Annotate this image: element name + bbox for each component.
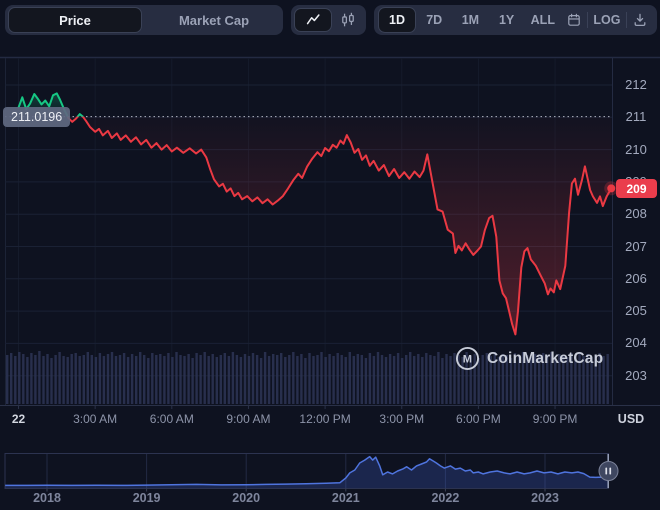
- year-axis-label: 2021: [331, 491, 360, 505]
- range-toolbar: 1D 7D 1M 1Y ALL LOG: [374, 5, 657, 35]
- time-axis-label: 9:00 PM: [532, 412, 578, 426]
- download-button[interactable]: [627, 8, 653, 32]
- range-button-7d[interactable]: 7D: [426, 13, 443, 27]
- price-axis-label: 204: [625, 335, 647, 351]
- time-axis-label: 3:00 PM: [379, 412, 425, 426]
- year-axis-label: 2018: [33, 491, 61, 505]
- currency-label: USD: [617, 412, 645, 426]
- candlestick-icon: [339, 11, 357, 29]
- metric-toggle-label: Price: [59, 12, 91, 28]
- range-button-1d[interactable]: 1D: [378, 7, 416, 33]
- price-axis-label: 206: [625, 270, 647, 286]
- current-price-badge: 209: [616, 179, 657, 198]
- time-axis-label: 12:00 PM: [299, 412, 351, 426]
- coinmarketcap-watermark: M CoinMarketCap: [455, 346, 603, 371]
- price-axis-label: 205: [625, 303, 647, 319]
- year-axis-label: 2020: [232, 491, 261, 505]
- handle-grip-icon: [609, 467, 612, 475]
- price-axis-label: 212: [625, 77, 647, 92]
- line-chart-icon: [304, 11, 322, 29]
- coinmarketcap-logo-icon: M: [455, 346, 480, 371]
- price-axis-label: 208: [625, 206, 647, 222]
- toolbar-divider: [587, 12, 589, 28]
- history-navigator[interactable]: [4, 453, 619, 492]
- year-axis-label: 2023: [531, 491, 559, 505]
- candlestick-chart-button[interactable]: [335, 8, 361, 32]
- time-axis-label: 6:00 AM: [149, 412, 194, 426]
- metric-toggle-price[interactable]: Price: [8, 7, 142, 33]
- open-price-label: 211.0196: [3, 107, 71, 127]
- metric-toggle-market-cap[interactable]: Market Cap: [148, 8, 280, 32]
- chart-type-toggle-group: [291, 5, 366, 35]
- range-button-1m[interactable]: 1M: [461, 13, 480, 27]
- range-button-1y[interactable]: 1Y: [498, 13, 515, 27]
- calendar-button[interactable]: [561, 8, 587, 32]
- line-chart-button[interactable]: [294, 8, 332, 32]
- time-axis-label: 22: [11, 412, 26, 426]
- watermark-text: CoinMarketCap: [487, 349, 604, 367]
- navigator-area-fill: [5, 456, 608, 488]
- year-axis-label: 2019: [132, 491, 161, 505]
- download-icon: [632, 12, 648, 28]
- time-axis-label: 6:00 PM: [456, 412, 501, 426]
- navigator-handle[interactable]: [598, 461, 619, 481]
- log-scale-button[interactable]: LOG: [588, 8, 625, 32]
- current-price-dot: [607, 184, 616, 193]
- navigator-line: [5, 455, 608, 487]
- log-scale-label: LOG: [593, 13, 621, 27]
- calendar-icon: [566, 12, 582, 28]
- volume-bars: [6, 351, 609, 404]
- svg-text:M: M: [463, 354, 472, 366]
- time-axis-label: 9:00 AM: [226, 412, 271, 426]
- price-line-down: [66, 116, 613, 336]
- toolbar-divider: [625, 12, 627, 28]
- price-axis-label: 207: [625, 238, 647, 254]
- range-button-all[interactable]: ALL: [530, 13, 555, 27]
- year-axis-label: 2022: [431, 491, 460, 505]
- metric-toggle-label: Market Cap: [178, 12, 250, 28]
- price-axis-label: 210: [625, 141, 647, 157]
- metric-toggle-group: Price Market Cap: [5, 5, 283, 35]
- down-area-fill: [18, 116, 612, 335]
- price-axis-label: 203: [625, 367, 647, 383]
- price-axis-label: 211: [625, 109, 647, 125]
- time-axis-label: 3:00 AM: [73, 412, 118, 426]
- handle-grip-icon: [605, 467, 608, 475]
